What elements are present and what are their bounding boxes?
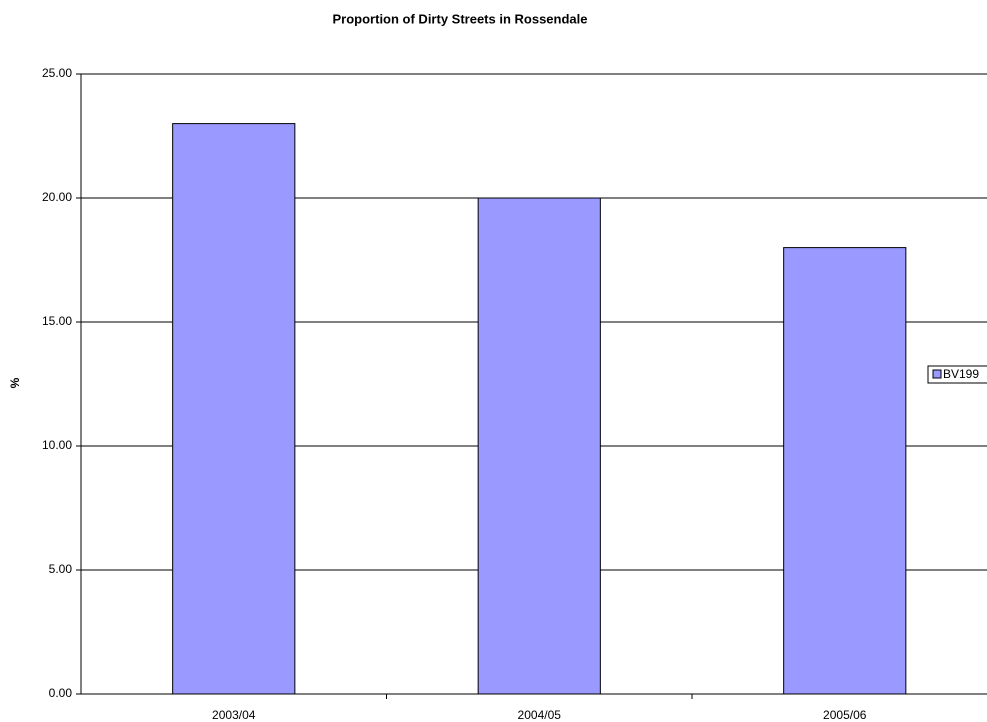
bar — [172, 123, 296, 695]
y-axis-label: % — [8, 377, 22, 388]
y-tick-label: 5.00 — [49, 562, 73, 576]
bar — [477, 197, 601, 695]
x-tick-label: 2003/04 — [212, 708, 256, 722]
legend-box — [927, 365, 987, 384]
x-tick-label: 2005/06 — [823, 708, 867, 722]
y-tick-label: 25.00 — [42, 66, 72, 80]
y-tick-label: 20.00 — [42, 190, 72, 204]
y-tick-label: 15.00 — [42, 314, 72, 328]
legend-swatch — [932, 369, 942, 379]
bar — [783, 247, 907, 695]
y-tick-label: 10.00 — [42, 438, 72, 452]
chart-title: Proportion of Dirty Streets in Rossendal… — [333, 11, 588, 26]
y-tick-label: 0.00 — [49, 686, 73, 700]
legend-label: BV199 — [943, 367, 979, 381]
x-tick-label: 2004/05 — [518, 708, 562, 722]
